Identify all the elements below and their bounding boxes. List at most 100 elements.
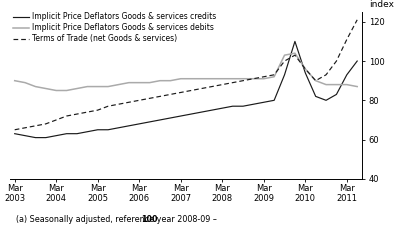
Terms of Trade (net Goods & services)	[199, 87, 204, 90]
Implicit Price Deflators Goods & services debits	[230, 77, 235, 80]
Terms of Trade (net Goods & services)	[106, 105, 110, 108]
Terms of Trade (net Goods & services)	[251, 77, 256, 80]
Implicit Price Deflators Goods & services debits	[355, 85, 360, 88]
Terms of Trade (net Goods & services)	[345, 38, 349, 41]
Terms of Trade (net Goods & services)	[293, 54, 297, 57]
Implicit Price Deflators Goods & services debits	[75, 87, 79, 90]
Implicit Price Deflators Goods & services credits	[95, 128, 100, 131]
Terms of Trade (net Goods & services)	[189, 89, 193, 92]
Implicit Price Deflators Goods & services credits	[158, 118, 162, 121]
Line: Terms of Trade (net Goods & services): Terms of Trade (net Goods & services)	[15, 20, 357, 130]
Terms of Trade (net Goods & services)	[241, 79, 245, 82]
Terms of Trade (net Goods & services)	[95, 109, 100, 111]
Implicit Price Deflators Goods & services credits	[64, 132, 69, 135]
Implicit Price Deflators Goods & services credits	[75, 132, 79, 135]
Implicit Price Deflators Goods & services debits	[241, 77, 245, 80]
Implicit Price Deflators Goods & services debits	[64, 89, 69, 92]
Y-axis label: index: index	[370, 0, 395, 9]
Terms of Trade (net Goods & services)	[33, 124, 38, 127]
Implicit Price Deflators Goods & services credits	[324, 99, 328, 102]
Terms of Trade (net Goods & services)	[75, 113, 79, 115]
Implicit Price Deflators Goods & services debits	[272, 75, 277, 78]
Implicit Price Deflators Goods & services debits	[334, 83, 339, 86]
Implicit Price Deflators Goods & services credits	[189, 113, 193, 115]
Implicit Price Deflators Goods & services debits	[127, 81, 131, 84]
Implicit Price Deflators Goods & services credits	[241, 105, 245, 108]
Implicit Price Deflators Goods & services debits	[116, 83, 121, 86]
Implicit Price Deflators Goods & services debits	[345, 83, 349, 86]
Implicit Price Deflators Goods & services debits	[106, 85, 110, 88]
Implicit Price Deflators Goods & services credits	[178, 115, 183, 117]
Implicit Price Deflators Goods & services credits	[116, 126, 121, 129]
Terms of Trade (net Goods & services)	[54, 118, 59, 121]
Terms of Trade (net Goods & services)	[210, 85, 214, 88]
Implicit Price Deflators Goods & services credits	[168, 117, 173, 119]
Implicit Price Deflators Goods & services credits	[293, 40, 297, 43]
Implicit Price Deflators Goods & services debits	[189, 77, 193, 80]
Implicit Price Deflators Goods & services credits	[355, 60, 360, 62]
Implicit Price Deflators Goods & services credits	[313, 95, 318, 98]
Implicit Price Deflators Goods & services debits	[95, 85, 100, 88]
Implicit Price Deflators Goods & services credits	[272, 99, 277, 102]
Implicit Price Deflators Goods & services credits	[43, 136, 48, 139]
Implicit Price Deflators Goods & services debits	[251, 77, 256, 80]
Implicit Price Deflators Goods & services credits	[12, 132, 17, 135]
Implicit Price Deflators Goods & services credits	[106, 128, 110, 131]
Implicit Price Deflators Goods & services debits	[85, 85, 90, 88]
Implicit Price Deflators Goods & services debits	[12, 79, 17, 82]
Implicit Price Deflators Goods & services credits	[127, 124, 131, 127]
Terms of Trade (net Goods & services)	[303, 68, 308, 70]
Implicit Price Deflators Goods & services credits	[199, 111, 204, 114]
Implicit Price Deflators Goods & services debits	[282, 54, 287, 57]
Terms of Trade (net Goods & services)	[12, 128, 17, 131]
Terms of Trade (net Goods & services)	[127, 101, 131, 104]
Legend: Implicit Price Deflators Goods & services credits, Implicit Price Deflators Good: Implicit Price Deflators Goods & service…	[13, 12, 217, 43]
Terms of Trade (net Goods & services)	[230, 81, 235, 84]
Implicit Price Deflators Goods & services credits	[54, 134, 59, 137]
Line: Implicit Price Deflators Goods & services credits: Implicit Price Deflators Goods & service…	[15, 41, 357, 138]
Implicit Price Deflators Goods & services debits	[210, 77, 214, 80]
Implicit Price Deflators Goods & services debits	[324, 83, 328, 86]
Implicit Price Deflators Goods & services debits	[313, 79, 318, 82]
Terms of Trade (net Goods & services)	[282, 60, 287, 62]
Implicit Price Deflators Goods & services debits	[303, 68, 308, 70]
Terms of Trade (net Goods & services)	[64, 115, 69, 117]
Implicit Price Deflators Goods & services credits	[261, 101, 266, 104]
Terms of Trade (net Goods & services)	[43, 123, 48, 125]
Implicit Price Deflators Goods & services debits	[220, 77, 225, 80]
Terms of Trade (net Goods & services)	[261, 75, 266, 78]
Implicit Price Deflators Goods & services debits	[168, 79, 173, 82]
Implicit Price Deflators Goods & services debits	[293, 52, 297, 54]
Terms of Trade (net Goods & services)	[272, 73, 277, 76]
Implicit Price Deflators Goods & services credits	[23, 134, 27, 137]
Implicit Price Deflators Goods & services debits	[33, 85, 38, 88]
Terms of Trade (net Goods & services)	[147, 97, 152, 100]
Implicit Price Deflators Goods & services credits	[137, 123, 142, 125]
Implicit Price Deflators Goods & services debits	[158, 79, 162, 82]
Implicit Price Deflators Goods & services debits	[43, 87, 48, 90]
Line: Implicit Price Deflators Goods & services debits: Implicit Price Deflators Goods & service…	[15, 53, 357, 91]
Terms of Trade (net Goods & services)	[137, 99, 142, 102]
Terms of Trade (net Goods & services)	[85, 111, 90, 114]
Terms of Trade (net Goods & services)	[324, 73, 328, 76]
Implicit Price Deflators Goods & services credits	[303, 72, 308, 74]
Terms of Trade (net Goods & services)	[168, 93, 173, 96]
Implicit Price Deflators Goods & services debits	[147, 81, 152, 84]
Implicit Price Deflators Goods & services credits	[85, 130, 90, 133]
Text: 100: 100	[141, 215, 158, 224]
Terms of Trade (net Goods & services)	[116, 103, 121, 106]
Implicit Price Deflators Goods & services credits	[282, 73, 287, 76]
Terms of Trade (net Goods & services)	[158, 95, 162, 98]
Implicit Price Deflators Goods & services credits	[345, 73, 349, 76]
Implicit Price Deflators Goods & services credits	[210, 109, 214, 111]
Implicit Price Deflators Goods & services credits	[33, 136, 38, 139]
Implicit Price Deflators Goods & services credits	[230, 105, 235, 108]
Text: (a) Seasonally adjusted, reference year 2008-09 –: (a) Seasonally adjusted, reference year …	[16, 215, 219, 224]
Implicit Price Deflators Goods & services credits	[334, 93, 339, 96]
Implicit Price Deflators Goods & services debits	[54, 89, 59, 92]
Implicit Price Deflators Goods & services credits	[251, 103, 256, 106]
Terms of Trade (net Goods & services)	[334, 60, 339, 62]
Terms of Trade (net Goods & services)	[23, 126, 27, 129]
Terms of Trade (net Goods & services)	[178, 91, 183, 94]
Implicit Price Deflators Goods & services debits	[23, 81, 27, 84]
